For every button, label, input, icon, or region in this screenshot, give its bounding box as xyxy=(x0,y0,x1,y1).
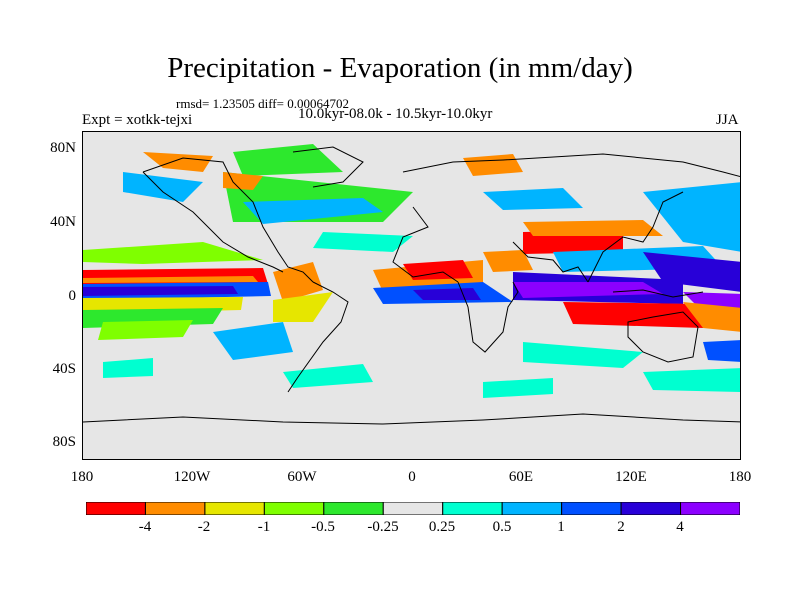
colorbar-label: -1 xyxy=(257,519,271,535)
season-label: JJA xyxy=(716,112,739,128)
colorbar-swatch xyxy=(263,502,325,515)
colorbar xyxy=(86,502,740,515)
lat-label: 40S xyxy=(52,361,76,377)
colorbar-swatch xyxy=(680,502,740,515)
map-panel xyxy=(82,131,741,460)
lon-label: 60E xyxy=(508,469,534,485)
pe-field xyxy=(83,144,740,398)
lon-label: 60W xyxy=(287,469,317,485)
colorbar-label: 0.25 xyxy=(428,519,456,535)
map-title: Precipitation - Evaporation (in mm/day) xyxy=(167,52,633,84)
lon-label: 120W xyxy=(173,469,211,485)
lon-label: 120E xyxy=(615,469,647,485)
colorbar-swatch xyxy=(204,502,265,515)
colorbar-swatch xyxy=(382,502,444,515)
colorbar-label: 4 xyxy=(676,519,684,535)
colorbar-swatch xyxy=(323,502,384,515)
lon-label: 180 xyxy=(728,469,752,485)
colorbar-swatch xyxy=(620,502,682,515)
colorbar-label: -0.5 xyxy=(311,519,335,535)
colorbar-label: -0.25 xyxy=(367,519,399,535)
lat-label: 40N xyxy=(50,214,76,230)
colorbar-label: -2 xyxy=(197,519,211,535)
rmsd-stats: rmsd= 1.23505 diff= 0.00064702 xyxy=(176,96,349,111)
period-label: 10.0kyr-08.0k - 10.5kyr-10.0kyr xyxy=(298,106,493,122)
colorbar-swatch xyxy=(561,502,622,515)
colorbar-label: 1 xyxy=(557,519,565,535)
map-canvas xyxy=(83,132,740,459)
coastlines xyxy=(83,146,740,425)
colorbar-swatch xyxy=(442,502,503,515)
colorbar-label: 0.5 xyxy=(492,519,512,535)
experiment-label: Expt = xotkk-tejxi xyxy=(82,112,193,128)
colorbar-label: 2 xyxy=(617,519,625,535)
colorbar-label: -4 xyxy=(138,519,152,535)
lat-label: 0 xyxy=(68,288,77,304)
colorbar-swatch xyxy=(86,502,146,515)
lat-label: 80S xyxy=(52,434,76,450)
lon-label: 0 xyxy=(408,469,416,485)
colorbar-swatch xyxy=(501,502,563,515)
lat-label: 80N xyxy=(50,140,76,156)
lon-label: 180 xyxy=(70,469,94,485)
colorbar-swatch xyxy=(144,502,206,515)
